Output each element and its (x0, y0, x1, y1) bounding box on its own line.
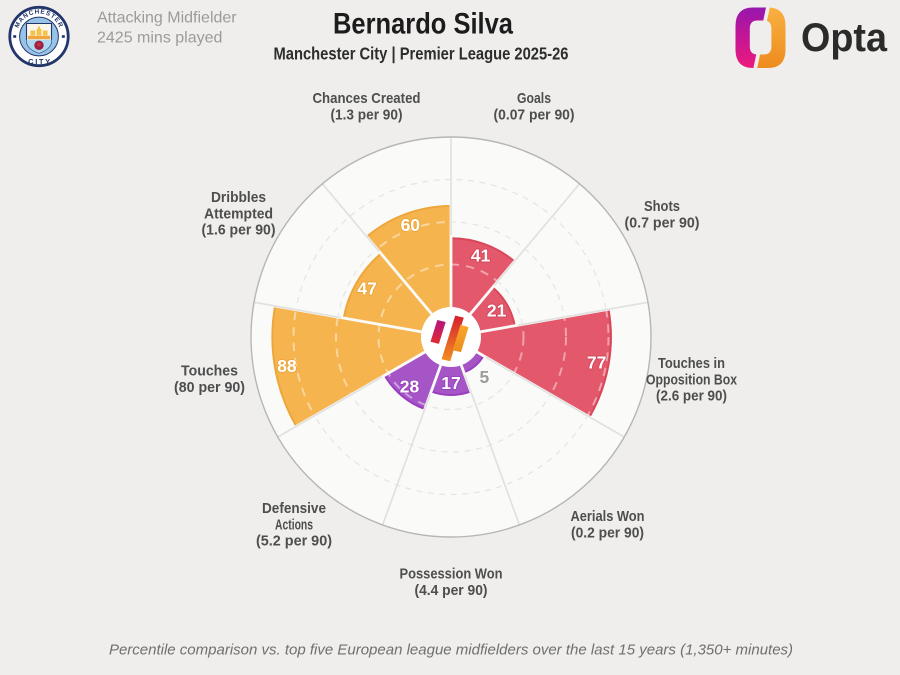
svg-text:Possession Won: Possession Won (400, 566, 503, 583)
svg-text:Touches in: Touches in (658, 355, 725, 372)
svg-text:Dribbles: Dribbles (211, 189, 266, 206)
svg-text:Defensive: Defensive (262, 500, 326, 517)
svg-text:28: 28 (400, 376, 420, 396)
svg-text:Aerials Won: Aerials Won (571, 508, 645, 525)
svg-text:Touches: Touches (181, 363, 238, 380)
svg-text:77: 77 (587, 353, 606, 373)
svg-text:Shots: Shots (644, 198, 680, 215)
svg-text:Chances Created: Chances Created (313, 90, 421, 107)
svg-text:41: 41 (471, 246, 491, 266)
svg-text:21: 21 (487, 301, 507, 321)
svg-text:(4.4 per 90): (4.4 per 90) (415, 582, 488, 599)
svg-text:(0.7 per 90): (0.7 per 90) (625, 214, 700, 231)
svg-text:Opposition Box: Opposition Box (646, 371, 738, 388)
svg-text:Manchester City | Premier Leag: Manchester City | Premier League 2025-26 (274, 44, 569, 64)
svg-text:CITY: CITY (28, 57, 52, 66)
svg-text:Bernardo Silva: Bernardo Silva (333, 8, 513, 41)
svg-text:Actions: Actions (275, 516, 313, 533)
svg-text:60: 60 (401, 215, 421, 235)
svg-text:Goals: Goals (517, 90, 551, 107)
svg-text:(1.3 per 90): (1.3 per 90) (331, 106, 403, 123)
svg-text:(0.2 per 90): (0.2 per 90) (571, 524, 644, 541)
svg-text:17: 17 (441, 373, 460, 393)
svg-text:Attempted: Attempted (204, 205, 273, 222)
svg-text:(5.2 per 90): (5.2 per 90) (256, 533, 332, 550)
svg-text:Attacking Midfielder: Attacking Midfielder (97, 10, 237, 27)
svg-text:(2.6 per 90): (2.6 per 90) (656, 388, 727, 405)
svg-text:47: 47 (357, 279, 376, 299)
svg-text:2425 mins played: 2425 mins played (97, 30, 222, 47)
svg-text:(0.07 per 90): (0.07 per 90) (494, 106, 575, 123)
svg-text:Percentile comparison vs. top: Percentile comparison vs. top five Europ… (109, 642, 793, 659)
svg-text:88: 88 (277, 356, 297, 376)
svg-text:(1.6 per 90): (1.6 per 90) (202, 222, 276, 239)
svg-text:Opta: Opta (801, 16, 888, 60)
svg-text:5: 5 (480, 367, 490, 387)
svg-text:(80 per 90): (80 per 90) (174, 379, 245, 396)
